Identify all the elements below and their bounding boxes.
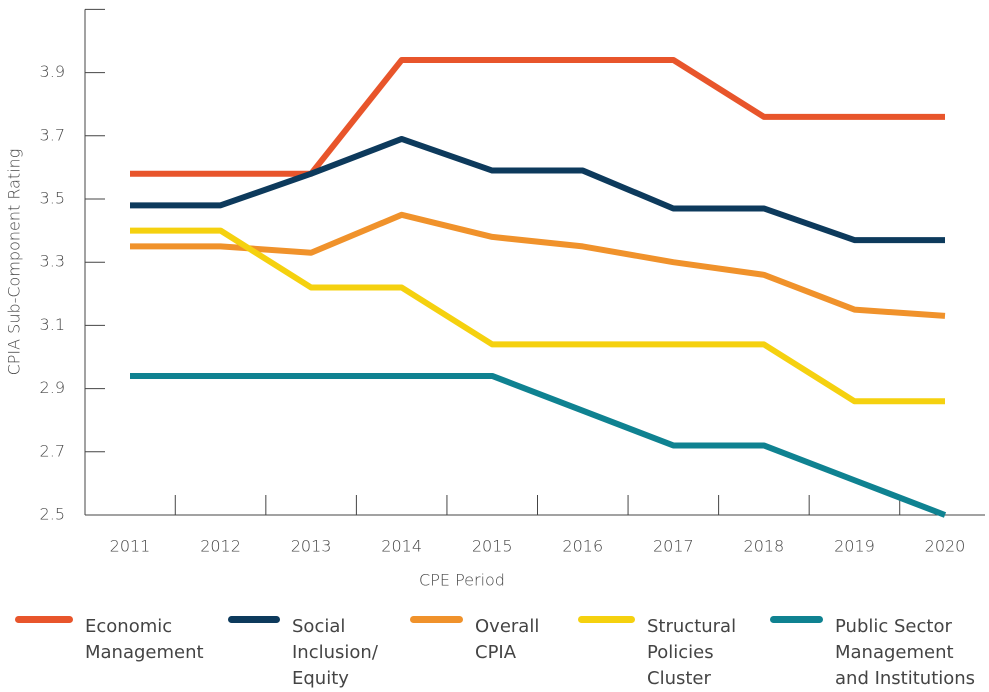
x-tick-label: 2013: [291, 537, 332, 556]
x-tick-label: 2017: [653, 537, 694, 556]
legend-label: Economic Management: [85, 616, 204, 663]
series-line: [130, 211, 946, 319]
y-tick-label: 3.1: [40, 315, 65, 334]
chart: CPE Period CPIA Sub-Component Rating 2.5…: [5, 8, 985, 590]
x-tick-label: 2016: [562, 537, 603, 556]
series-line: [130, 135, 945, 244]
legend-swatch: [410, 616, 463, 623]
legend-label: Overall CPIA: [475, 616, 540, 663]
x-tick-label: 2012: [200, 537, 241, 556]
legend-swatch: [15, 616, 73, 623]
legend-swatch: [228, 616, 280, 623]
series-line: [130, 372, 947, 518]
y-tick-label: 3.5: [40, 189, 65, 208]
y-tick-label: 2.7: [40, 441, 65, 460]
x-tick-label: 2014: [381, 537, 422, 556]
x-axis-title: CPE Period: [419, 571, 505, 590]
y-tick-label: 2.5: [40, 505, 65, 524]
x-tick-label: 2018: [744, 537, 785, 556]
y-tick-label: 2.9: [40, 378, 65, 397]
legend-label: Social Inclusion/ Equity: [292, 616, 378, 689]
legend-swatch: [770, 616, 823, 623]
x-tick-label: 2015: [472, 537, 513, 556]
series-line: [130, 56, 945, 177]
legend-label: Public Sector Management and Institution…: [835, 616, 976, 689]
x-tick-label: 2011: [110, 537, 151, 556]
legend-swatch: [578, 616, 635, 623]
y-axis-title: CPIA Sub-Component Rating: [5, 149, 24, 376]
y-tick-label: 3.9: [40, 62, 65, 81]
y-tick-label: 3.7: [40, 125, 65, 144]
x-tick-label: 2020: [925, 537, 966, 556]
x-tick-label: 2019: [834, 537, 875, 556]
series-line: [130, 227, 945, 405]
legend-label: Structural Policies Cluster: [647, 616, 737, 689]
y-tick-label: 3.3: [40, 252, 65, 271]
